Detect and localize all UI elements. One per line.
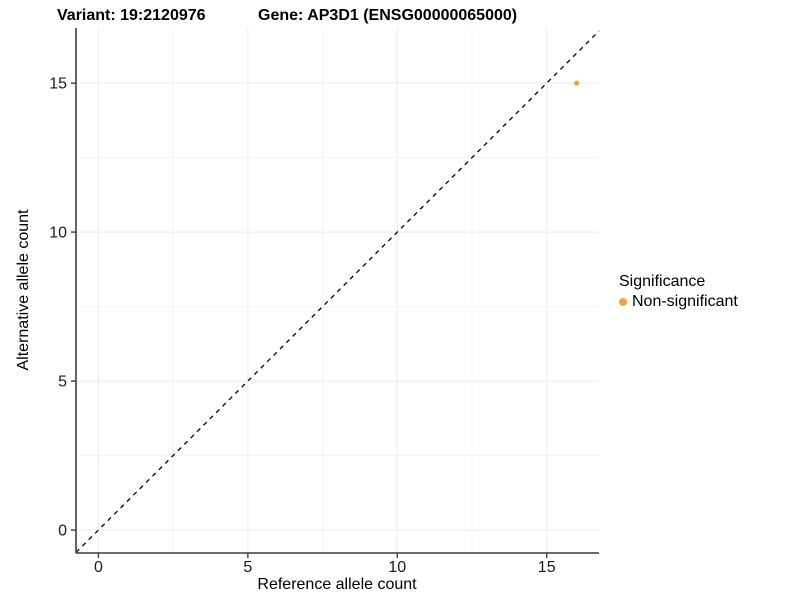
x-tick-label: 15 — [538, 559, 556, 576]
y-tick-label: 0 — [58, 523, 67, 540]
y-tick-label: 10 — [49, 225, 67, 242]
y-tick-label: 5 — [58, 374, 67, 391]
identity-line — [75, 30, 600, 553]
x-tick-label: 5 — [243, 559, 252, 576]
x-tick-label: 0 — [94, 559, 103, 576]
y-tick-label: 15 — [49, 76, 67, 93]
x-axis-title: Reference allele count — [257, 576, 417, 593]
legend-point-icon — [619, 298, 627, 306]
legend-entry: Non-significant — [619, 293, 738, 311]
legend-title: Significance — [619, 273, 706, 290]
x-tick-label: 10 — [388, 559, 406, 576]
variant-title: Variant: 19:2120976 — [57, 7, 206, 24]
y-axis-title: Alternative allele count — [15, 209, 32, 371]
data-point — [573, 80, 580, 86]
legend: Significance Non-significant — [619, 272, 738, 311]
legend-entry-label: Non-significant — [632, 293, 738, 310]
gene-title: Gene: AP3D1 (ENSG00000065000) — [258, 7, 518, 24]
